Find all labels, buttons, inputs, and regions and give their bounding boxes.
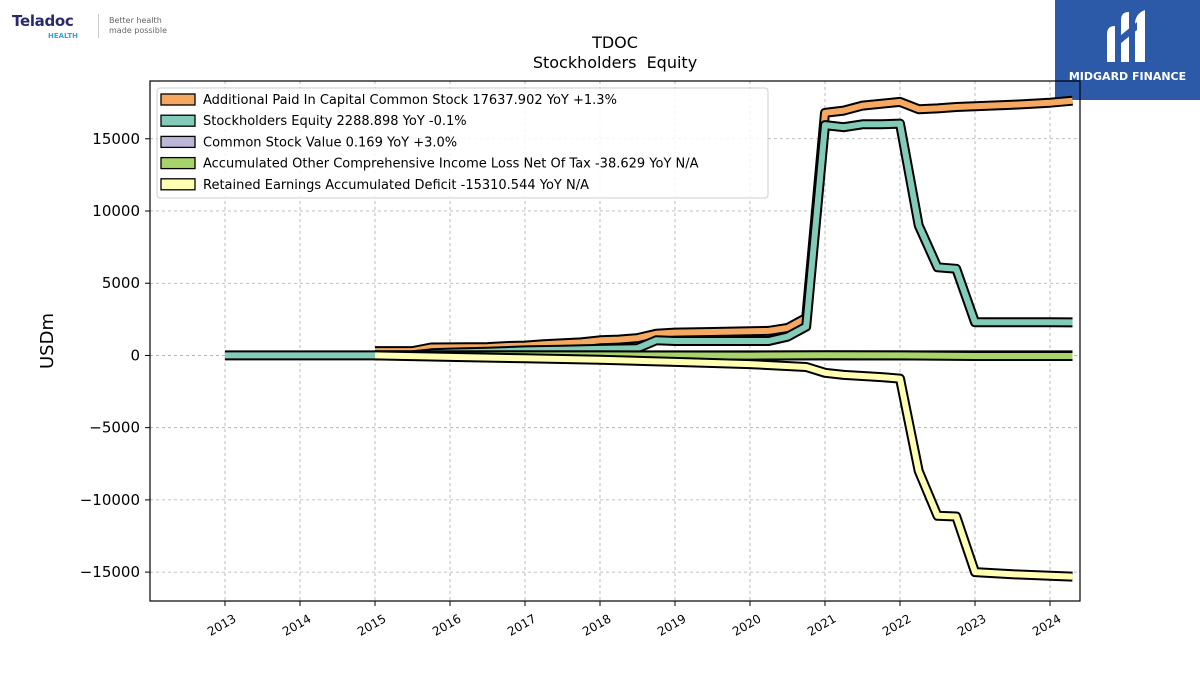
legend-entry: Additional Paid In Capital Common Stock … xyxy=(203,93,617,108)
logo-divider xyxy=(98,14,99,38)
y-tick-label: −15000 xyxy=(80,563,140,581)
x-tick-label: 2021 xyxy=(805,611,838,638)
x-tick-label: 2020 xyxy=(730,611,763,638)
series-lines xyxy=(225,95,1073,582)
x-tick-label: 2016 xyxy=(430,611,463,638)
legend-swatch xyxy=(160,156,196,170)
x-tick-label: 2019 xyxy=(655,611,688,638)
plot-frame xyxy=(149,80,1081,602)
legend-entry: Accumulated Other Comprehensive Income L… xyxy=(203,157,699,172)
y-tick-label: 5000 xyxy=(102,274,140,292)
legend-entry: Common Stock Value 0.169 YoY +3.0% xyxy=(203,135,457,150)
chart-subtitle: Stockholders Equity xyxy=(533,53,697,72)
logo-brand-sub: HEALTH xyxy=(48,32,78,40)
chart-title: TDOC xyxy=(591,33,638,52)
x-tick-label: 2013 xyxy=(205,611,238,638)
y-axis-label: USDm xyxy=(37,313,58,369)
midgard-finance-logo: MIDGARD FINANCE xyxy=(1055,0,1200,100)
legend-swatch xyxy=(160,178,196,191)
y-tick-label: −10000 xyxy=(80,491,140,509)
y-tick-label: 10000 xyxy=(92,202,140,220)
legend-entry: Stockholders Equity 2288.898 YoY -0.1% xyxy=(203,114,467,129)
midgard-finance-label: MIDGARD FINANCE xyxy=(1068,70,1187,83)
teladoc-logo: Teladoc HEALTH Better health made possib… xyxy=(12,12,192,42)
y-tick-label: 15000 xyxy=(92,130,140,148)
logo-tagline-line-2: made possible xyxy=(109,26,167,35)
y-tick-label: 0 xyxy=(130,346,140,364)
logo-tagline-line-1: Better health xyxy=(109,16,162,25)
x-axis-ticks: 2013 2014 2015 2016 2017 2018 2019 2020 2021 2022… xyxy=(205,601,1064,639)
legend-box xyxy=(156,87,769,199)
series-line xyxy=(374,352,1073,580)
y-tick-label: −5000 xyxy=(89,419,140,437)
midgard-emblem-icon xyxy=(1107,10,1145,62)
legend-entry: Retained Earnings Accumulated Deficit -1… xyxy=(203,178,589,193)
legend: Additional Paid In Capital Common Stock … xyxy=(156,87,769,199)
legend-swatch xyxy=(160,93,196,106)
legend-swatch xyxy=(160,135,196,149)
x-tick-label: 2017 xyxy=(505,611,538,638)
x-tick-label: 2024 xyxy=(1030,611,1063,638)
x-tick-label: 2014 xyxy=(280,611,313,638)
x-tick-label: 2023 xyxy=(955,611,988,638)
x-tick-label: 2022 xyxy=(880,611,913,638)
logo-brand-name: Teladoc xyxy=(12,12,74,30)
x-tick-label: 2015 xyxy=(355,611,388,638)
x-tick-label: 2018 xyxy=(580,611,613,638)
legend-swatch xyxy=(160,114,196,127)
y-axis-ticks: 15000 10000 5000 0 −5000 −10000 −15000 xyxy=(80,130,150,581)
logo-tagline: Better health made possible xyxy=(109,16,167,36)
